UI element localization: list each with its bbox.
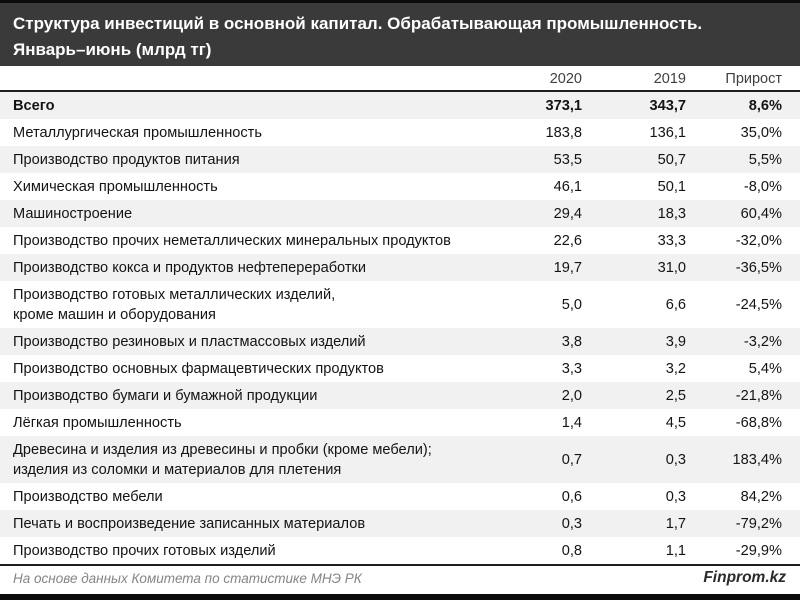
value-2019: 1,7 xyxy=(665,515,686,532)
value-2020: 3,8 xyxy=(561,333,582,350)
value-2019: 136,1 xyxy=(649,124,686,141)
value-2019: 1,1 xyxy=(665,542,686,559)
row-label: Печать и воспроизведение записанных мате… xyxy=(13,515,366,532)
table-row: Производство прочих неметаллических мине… xyxy=(0,227,800,254)
value-growth: -68,8% xyxy=(735,414,782,431)
top-border-bar xyxy=(0,0,800,3)
value-growth: -79,2% xyxy=(735,515,782,532)
row-label: Производство прочих готовых изделий xyxy=(13,542,276,559)
table-row: Производство готовых металлических издел… xyxy=(0,281,800,328)
row-label: Производство основных фармацевтических п… xyxy=(13,360,384,377)
value-2020: 22,6 xyxy=(553,232,582,249)
value-growth: -29,9% xyxy=(735,542,782,559)
value-growth: 35,0% xyxy=(740,124,782,141)
value-growth: 5,4% xyxy=(748,360,782,377)
table-row: Металлургическая промышленность 183,8 136,… xyxy=(0,119,800,146)
row-label: Химическая промышленность xyxy=(13,178,218,195)
value-2019: 0,3 xyxy=(665,488,686,505)
value-2020: 0,7 xyxy=(561,451,582,468)
table-row: Химическая промышленность 46,1 50,1 -8,0% xyxy=(0,173,800,200)
column-header-growth: Прирост xyxy=(725,70,782,87)
value-2019: 4,5 xyxy=(665,414,686,431)
row-label: Всего xyxy=(13,97,55,114)
value-2020: 3,3 xyxy=(561,360,582,377)
table-row: Производство прочих готовых изделий 0,8 1,… xyxy=(0,537,800,564)
value-2019: 50,1 xyxy=(657,178,686,195)
table-row: Производство кокса и продуктов нефтепере… xyxy=(0,254,800,281)
value-growth: -24,5% xyxy=(735,296,782,313)
value-2020: 5,0 xyxy=(561,296,582,313)
value-2020: 53,5 xyxy=(553,151,582,168)
table-row: Древесина и изделия из древесины и пробк… xyxy=(0,436,800,483)
row-label: Машиностроение xyxy=(13,205,133,222)
row-label: Производство прочих неметаллических мине… xyxy=(13,232,451,249)
column-header-2020: 2020 xyxy=(549,70,582,87)
column-header-row: 2020 2019 Прирост xyxy=(0,66,800,92)
footer: На основе данных Комитета по статистике … xyxy=(0,566,800,591)
value-2019: 343,7 xyxy=(649,97,686,114)
value-2020: 1,4 xyxy=(561,414,582,431)
table-row: Производство продуктов питания 53,5 50,7 5,… xyxy=(0,146,800,173)
value-2020: 0,8 xyxy=(561,542,582,559)
table-row: Всего 373,1 343,7 8,6% xyxy=(0,92,800,119)
value-2020: 0,6 xyxy=(561,488,582,505)
table-row: Лёгкая промышленность 1,4 4,5 -68,8% xyxy=(0,409,800,436)
value-growth: 5,5% xyxy=(748,151,782,168)
value-growth: 183,4% xyxy=(732,451,783,468)
value-2019: 18,3 xyxy=(657,205,686,222)
value-2019: 3,9 xyxy=(665,333,686,350)
data-source-note: На основе данных Комитета по статистике … xyxy=(13,570,362,586)
row-label: Производство бумаги и бумажной продукции xyxy=(13,387,318,404)
table-row: Производство резиновых и пластмассовых и… xyxy=(0,328,800,355)
value-growth: -8,0% xyxy=(743,178,782,195)
value-growth: 84,2% xyxy=(740,488,782,505)
row-label: Производство резиновых и пластмассовых и… xyxy=(13,333,366,350)
value-2020: 2,0 xyxy=(561,387,582,404)
table-row: Производство мебели 0,6 0,3 84,2% xyxy=(0,483,800,510)
row-label: Производство продуктов питания xyxy=(13,151,240,168)
row-label: Производство кокса и продуктов нефтепере… xyxy=(13,259,367,276)
value-2020: 373,1 xyxy=(545,97,582,114)
row-label: Производство готовых металлических издел… xyxy=(13,286,336,323)
value-growth: 8,6% xyxy=(748,97,782,114)
value-2020: 29,4 xyxy=(553,205,582,222)
value-2019: 50,7 xyxy=(657,151,686,168)
value-2019: 3,2 xyxy=(665,360,686,377)
value-growth: -32,0% xyxy=(735,232,782,249)
value-growth: 60,4% xyxy=(740,205,782,222)
brand-logo-text: Finprom.kz xyxy=(703,569,786,586)
value-growth: -3,2% xyxy=(743,333,782,350)
table-body: Всего 373,1 343,7 8,6% Металлургическая пром… xyxy=(0,92,800,566)
value-growth: -36,5% xyxy=(735,259,782,276)
value-2019: 6,6 xyxy=(665,296,686,313)
table-row: Машиностроение 29,4 18,3 60,4% xyxy=(0,200,800,227)
value-2020: 183,8 xyxy=(545,124,582,141)
value-2019: 31,0 xyxy=(657,259,686,276)
table-row: Печать и воспроизведение записанных мате… xyxy=(0,510,800,537)
bottom-border-bar xyxy=(0,594,800,600)
table-row: Производство основных фармацевтических п… xyxy=(0,355,800,382)
value-2019: 0,3 xyxy=(665,451,686,468)
table-row: Производство бумаги и бумажной продукции… xyxy=(0,382,800,409)
row-label: Производство мебели xyxy=(13,488,163,505)
row-label: Лёгкая промышленность xyxy=(13,414,182,431)
row-label: Металлургическая промышленность xyxy=(13,124,262,141)
column-header-2019: 2019 xyxy=(653,70,686,87)
value-growth: -21,8% xyxy=(735,387,782,404)
value-2020: 19,7 xyxy=(553,259,582,276)
row-label: Древесина и изделия из древесины и пробк… xyxy=(13,441,432,478)
value-2019: 2,5 xyxy=(665,387,686,404)
value-2019: 33,3 xyxy=(657,232,686,249)
value-2020: 46,1 xyxy=(553,178,582,195)
table-title: Структура инвестиций в основной капитал.… xyxy=(0,3,800,66)
value-2020: 0,3 xyxy=(561,515,582,532)
